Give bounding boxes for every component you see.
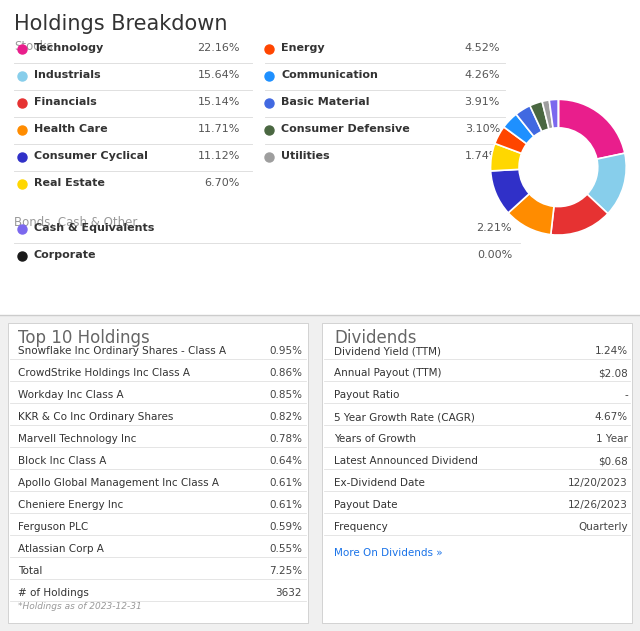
Text: More On Dividends »: More On Dividends »	[334, 548, 443, 558]
Text: Consumer Cyclical: Consumer Cyclical	[34, 151, 148, 161]
Text: Top 10 Holdings: Top 10 Holdings	[18, 329, 150, 347]
Wedge shape	[516, 105, 542, 136]
Text: Holdings Breakdown: Holdings Breakdown	[14, 14, 227, 34]
Text: 0.55%: 0.55%	[269, 544, 302, 554]
Text: Health Care: Health Care	[34, 124, 108, 134]
Text: CrowdStrike Holdings Inc Class A: CrowdStrike Holdings Inc Class A	[18, 368, 190, 378]
Text: 15.64%: 15.64%	[198, 70, 240, 80]
Text: 12/26/2023: 12/26/2023	[568, 500, 628, 510]
Text: Stocks: Stocks	[14, 40, 52, 53]
Wedge shape	[491, 169, 529, 213]
Text: 0.85%: 0.85%	[269, 390, 302, 400]
Text: Years of Growth: Years of Growth	[334, 434, 416, 444]
FancyBboxPatch shape	[0, 0, 640, 315]
Text: 3.91%: 3.91%	[465, 97, 500, 107]
Text: 0.82%: 0.82%	[269, 412, 302, 422]
Text: Annual Payout (TTM): Annual Payout (TTM)	[334, 368, 442, 378]
Text: Frequency: Frequency	[334, 522, 388, 532]
Text: Technology: Technology	[34, 43, 104, 53]
FancyBboxPatch shape	[322, 323, 632, 623]
Text: 7.25%: 7.25%	[269, 566, 302, 576]
Text: 0.64%: 0.64%	[269, 456, 302, 466]
Text: 6.70%: 6.70%	[205, 178, 240, 188]
Text: Workday Inc Class A: Workday Inc Class A	[18, 390, 124, 400]
Text: Financials: Financials	[34, 97, 97, 107]
Text: 0.59%: 0.59%	[269, 522, 302, 532]
Text: 1.74%: 1.74%	[465, 151, 500, 161]
Text: 11.12%: 11.12%	[198, 151, 240, 161]
Text: Basic Material: Basic Material	[281, 97, 369, 107]
Text: 1 Year: 1 Year	[596, 434, 628, 444]
Text: # of Holdings: # of Holdings	[18, 588, 89, 598]
Wedge shape	[530, 102, 549, 131]
Text: Ferguson PLC: Ferguson PLC	[18, 522, 88, 532]
Text: 3.10%: 3.10%	[465, 124, 500, 134]
Text: Energy: Energy	[281, 43, 324, 53]
Text: Communication: Communication	[281, 70, 378, 80]
Text: Snowflake Inc Ordinary Shares - Class A: Snowflake Inc Ordinary Shares - Class A	[18, 346, 226, 356]
Text: -: -	[624, 390, 628, 400]
Text: Quarterly: Quarterly	[579, 522, 628, 532]
Text: Cash & Equivalents: Cash & Equivalents	[34, 223, 154, 233]
Text: 0.78%: 0.78%	[269, 434, 302, 444]
Text: Latest Announced Dividend: Latest Announced Dividend	[334, 456, 478, 466]
Text: Dividend Yield (TTM): Dividend Yield (TTM)	[334, 346, 441, 356]
Wedge shape	[495, 127, 527, 153]
Text: Real Estate: Real Estate	[34, 178, 105, 188]
Text: $2.08: $2.08	[598, 368, 628, 378]
Text: 0.61%: 0.61%	[269, 500, 302, 510]
Wedge shape	[491, 143, 522, 171]
Text: KKR & Co Inc Ordinary Shares: KKR & Co Inc Ordinary Shares	[18, 412, 173, 422]
Text: Industrials: Industrials	[34, 70, 100, 80]
Text: Payout Ratio: Payout Ratio	[334, 390, 399, 400]
Text: Payout Date: Payout Date	[334, 500, 397, 510]
Text: 0.95%: 0.95%	[269, 346, 302, 356]
Text: 5 Year Growth Rate (CAGR): 5 Year Growth Rate (CAGR)	[334, 412, 475, 422]
Text: 4.67%: 4.67%	[595, 412, 628, 422]
Wedge shape	[504, 114, 534, 144]
Text: 0.61%: 0.61%	[269, 478, 302, 488]
Text: $0.68: $0.68	[598, 456, 628, 466]
Wedge shape	[508, 194, 554, 235]
Text: Apollo Global Management Inc Class A: Apollo Global Management Inc Class A	[18, 478, 219, 488]
Text: *Holdings as of 2023-12-31: *Holdings as of 2023-12-31	[18, 602, 141, 611]
Text: 0.00%: 0.00%	[477, 250, 512, 260]
Text: Marvell Technology Inc: Marvell Technology Inc	[18, 434, 136, 444]
Text: Ex-Dividend Date: Ex-Dividend Date	[334, 478, 425, 488]
Text: Cheniere Energy Inc: Cheniere Energy Inc	[18, 500, 124, 510]
Text: 0.86%: 0.86%	[269, 368, 302, 378]
Wedge shape	[551, 194, 608, 235]
Text: Atlassian Corp A: Atlassian Corp A	[18, 544, 104, 554]
Text: 15.14%: 15.14%	[198, 97, 240, 107]
Text: Total: Total	[18, 566, 42, 576]
Text: 1.24%: 1.24%	[595, 346, 628, 356]
Text: 2.21%: 2.21%	[477, 223, 512, 233]
Wedge shape	[542, 100, 553, 129]
Text: Corporate: Corporate	[34, 250, 97, 260]
Text: Dividends: Dividends	[334, 329, 417, 347]
Text: 4.26%: 4.26%	[465, 70, 500, 80]
Text: 3632: 3632	[275, 588, 302, 598]
FancyBboxPatch shape	[0, 315, 640, 631]
Text: 4.52%: 4.52%	[465, 43, 500, 53]
Text: Consumer Defensive: Consumer Defensive	[281, 124, 410, 134]
Text: Bonds, Cash & Other: Bonds, Cash & Other	[14, 216, 138, 229]
Text: 11.71%: 11.71%	[198, 124, 240, 134]
FancyBboxPatch shape	[8, 323, 308, 623]
Wedge shape	[549, 99, 558, 128]
Text: Block Inc Class A: Block Inc Class A	[18, 456, 106, 466]
Text: 22.16%: 22.16%	[198, 43, 240, 53]
Wedge shape	[587, 153, 626, 214]
Text: Utilities: Utilities	[281, 151, 330, 161]
Wedge shape	[558, 99, 625, 159]
Text: 12/20/2023: 12/20/2023	[568, 478, 628, 488]
